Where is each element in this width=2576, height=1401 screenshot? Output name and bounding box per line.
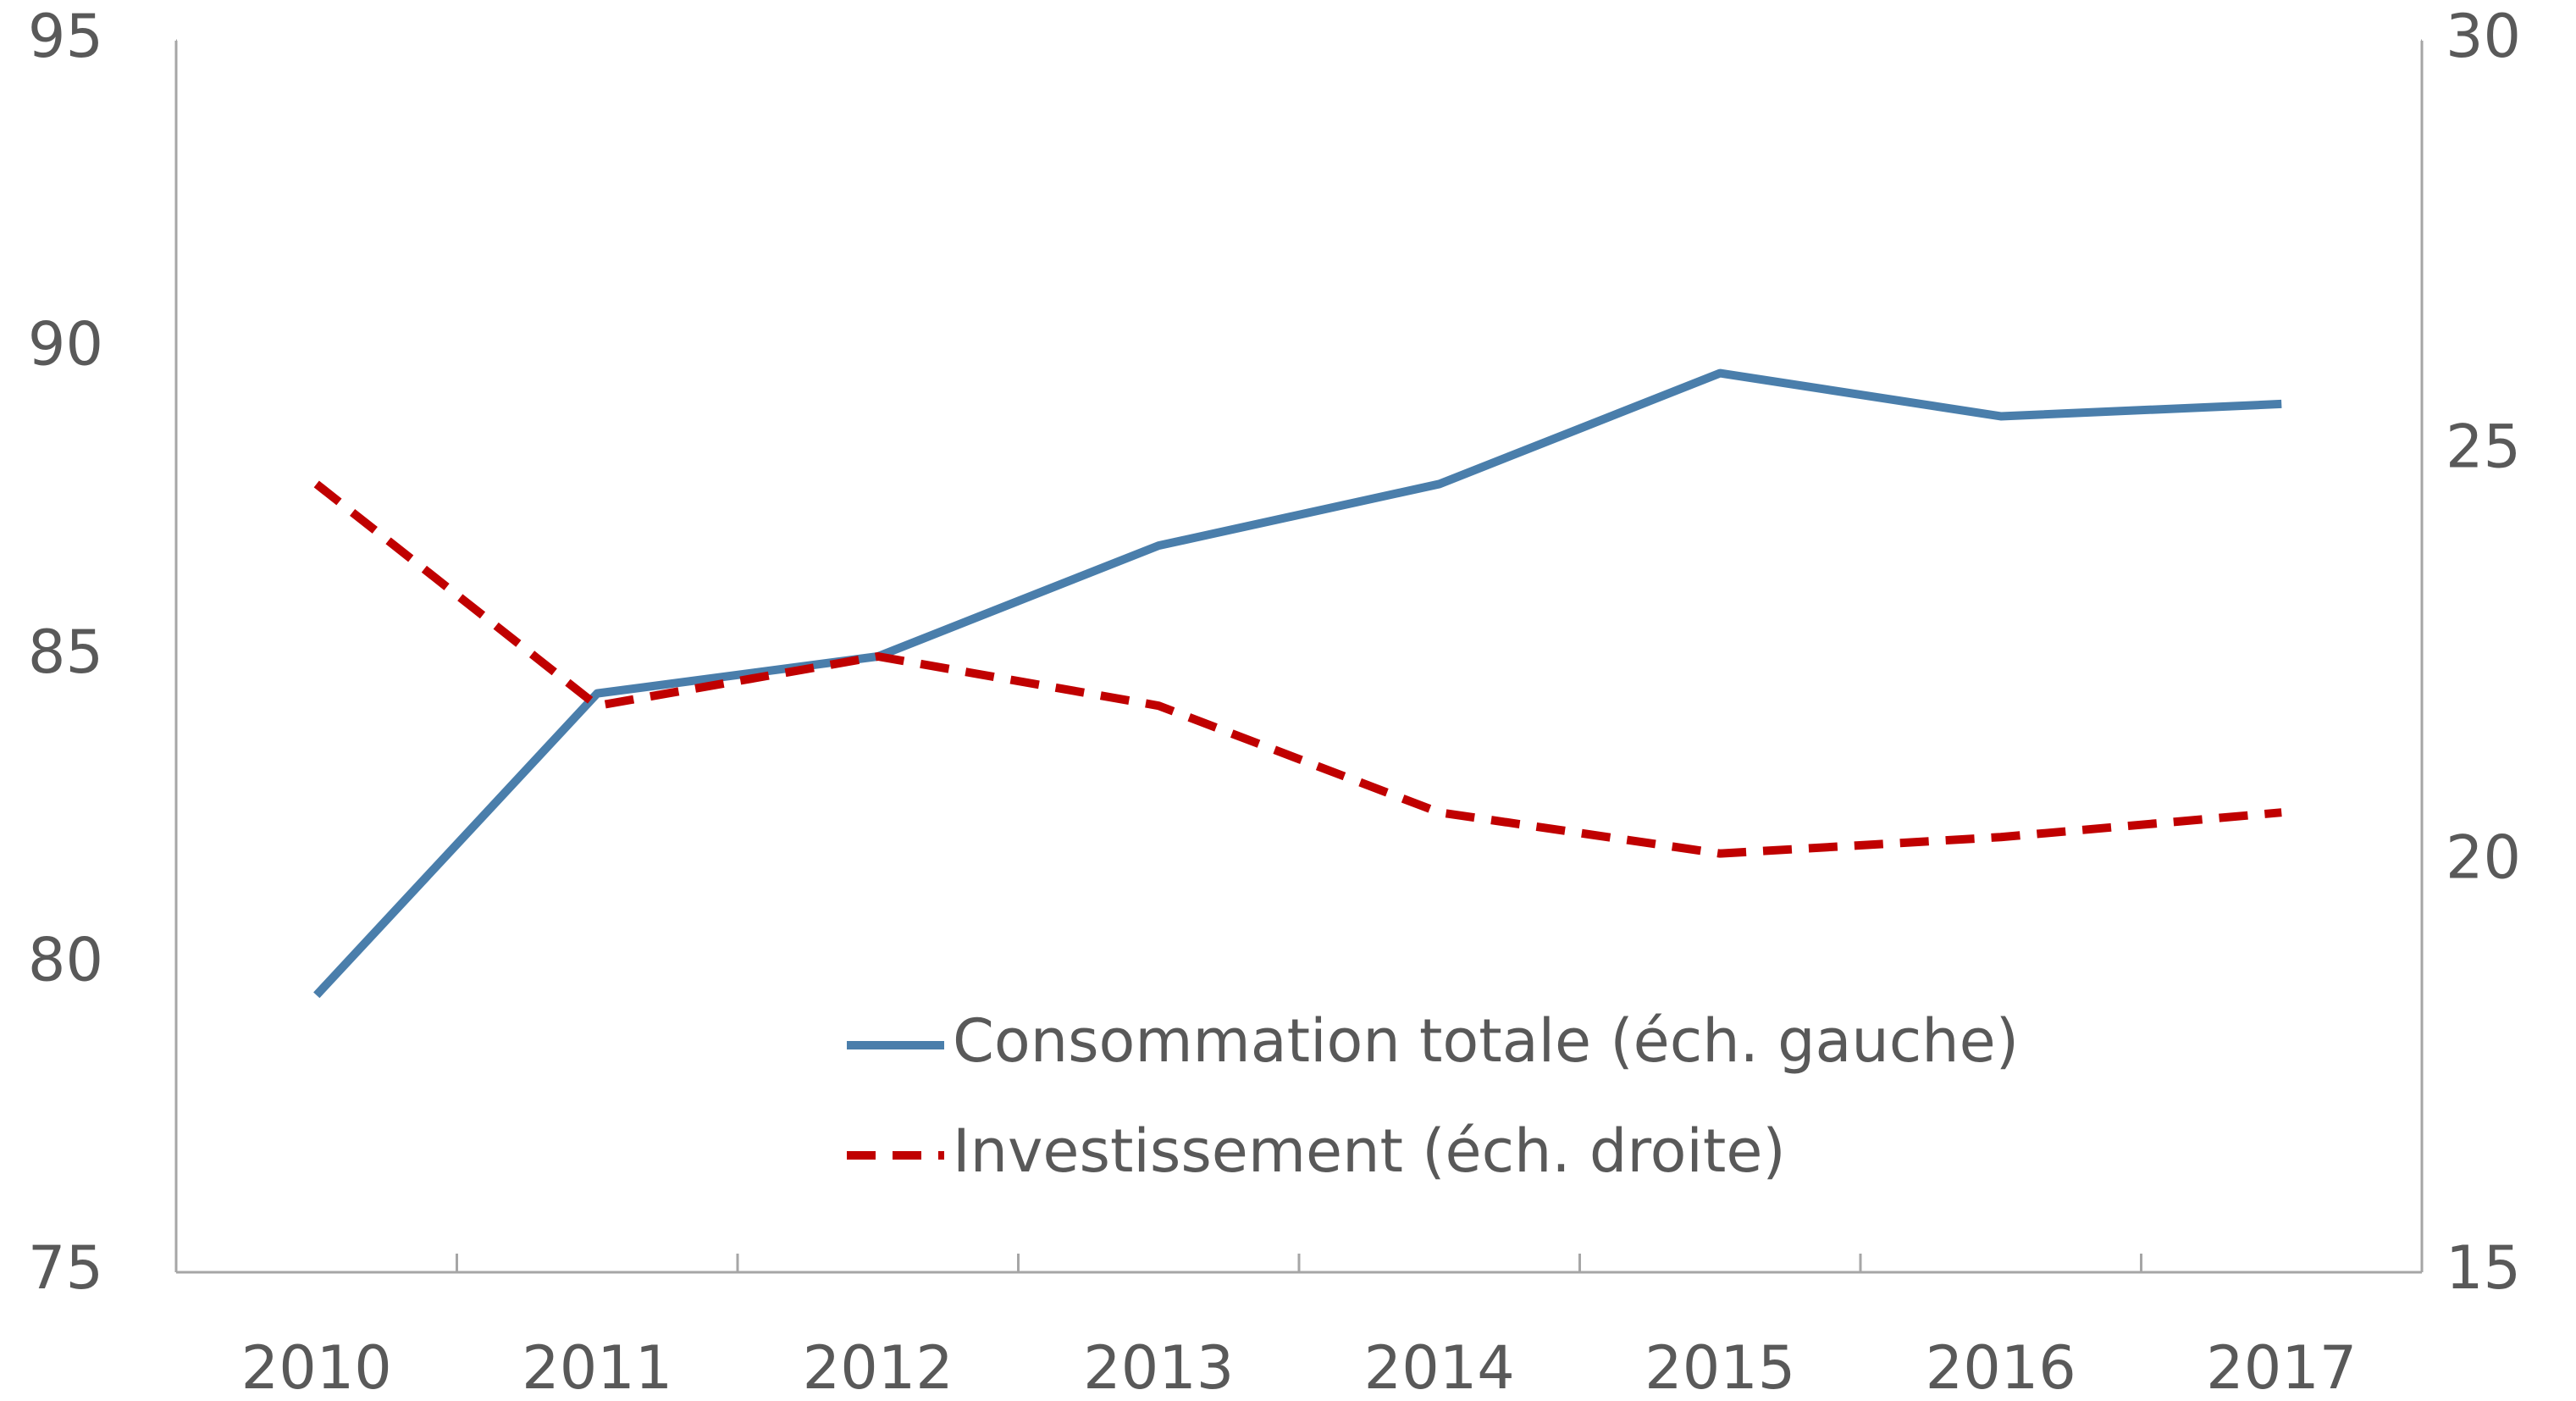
series-line: [313, 368, 2282, 999]
y2-tick-label: 30: [2446, 2, 2521, 71]
y-tick-label: 75: [28, 1233, 103, 1303]
x-tick-label: 2014: [1364, 1333, 1515, 1401]
y-tick-label: 85: [28, 617, 103, 687]
legend-label: Consommation totale (éch. gauche): [953, 1006, 2019, 1076]
x-tick-label: 2012: [803, 1333, 954, 1401]
y-tick-label: 95: [28, 2, 103, 71]
x-tick-label: 2010: [241, 1333, 392, 1401]
y-tick-label: 90: [28, 310, 103, 379]
y2-tick-label: 15: [2446, 1233, 2521, 1303]
x-tick-label: 2017: [2206, 1333, 2357, 1401]
x-tick-label: 2011: [522, 1333, 672, 1401]
x-tick-label: 2013: [1083, 1333, 1234, 1401]
x-tick-label: 2016: [1926, 1333, 2076, 1401]
y2-tick-label: 20: [2446, 822, 2521, 892]
y2-tick-label: 25: [2446, 413, 2521, 482]
x-tick-label: 2015: [1645, 1333, 1795, 1401]
legend-label: Investissement (éch. droite): [953, 1116, 1786, 1186]
y-tick-label: 80: [28, 926, 103, 995]
series-line: [313, 480, 2282, 858]
